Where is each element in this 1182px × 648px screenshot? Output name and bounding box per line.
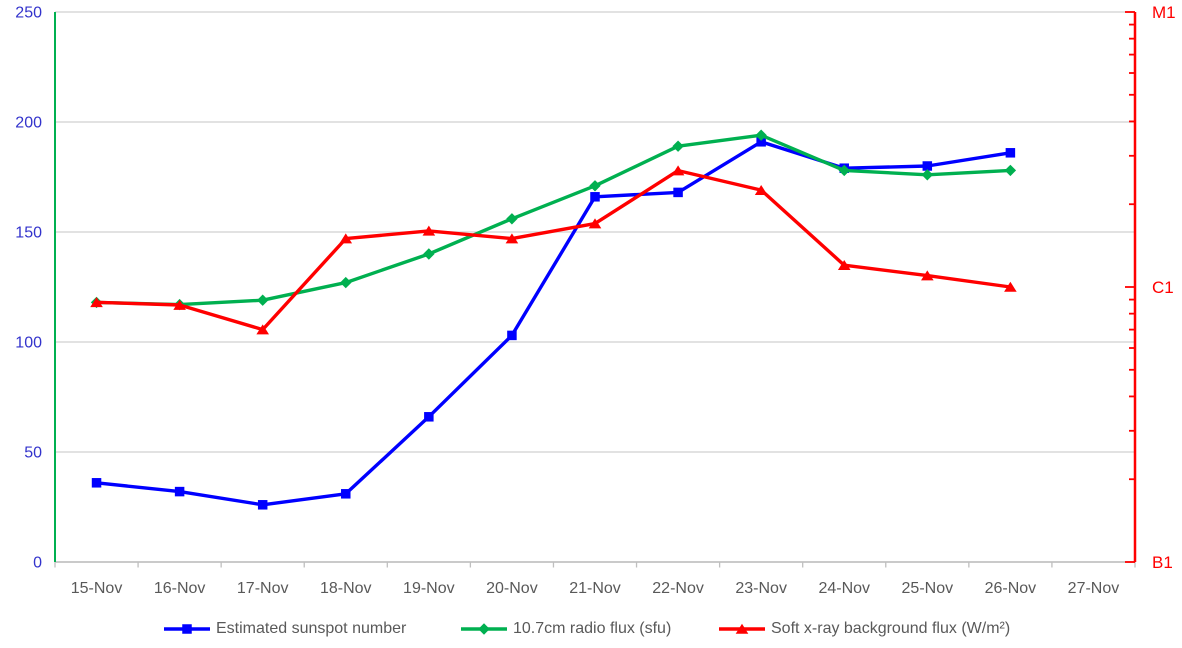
data-point-marker (91, 478, 102, 488)
series-line (94, 140, 1013, 507)
data-point-marker (339, 233, 353, 244)
series-line (94, 133, 1013, 307)
right-axis-tick-label: B1 (1152, 553, 1173, 572)
data-point-marker (173, 299, 186, 310)
data-point-marker (424, 412, 434, 422)
data-point-marker (1004, 281, 1017, 292)
data-point-marker (1005, 148, 1016, 158)
data-point-marker (506, 213, 518, 225)
data-point-marker (837, 260, 851, 271)
data-point-marker (423, 248, 435, 260)
data-point-marker (589, 180, 601, 192)
data-point-marker (256, 294, 269, 306)
x-axis-tick-label: 26-Nov (985, 580, 1037, 597)
x-axis-tick-label: 23-Nov (735, 580, 787, 597)
data-point-marker (755, 129, 767, 141)
x-axis-tick-label: 17-Nov (237, 580, 289, 597)
left-axis-tick-label: 0 (33, 555, 42, 572)
data-point-marker (507, 330, 517, 341)
data-point-marker (922, 161, 933, 171)
data-point-marker (256, 324, 269, 335)
data-point-marker (921, 270, 934, 281)
data-point-marker (257, 500, 268, 510)
data-point-marker (590, 192, 600, 202)
data-point-marker (1004, 164, 1017, 177)
data-point-marker (340, 276, 352, 289)
right-axis-tick-label: C1 (1152, 278, 1174, 297)
data-point-marker (422, 225, 436, 236)
x-axis-tick-label: 16-Nov (154, 580, 206, 597)
left-axis-tick-label: 50 (24, 445, 42, 462)
data-point-marker (341, 489, 351, 499)
right-axis-tick-label: M1 (1152, 3, 1176, 22)
series-triangle (90, 165, 1017, 335)
left-axis-tick-label: 100 (15, 335, 42, 352)
x-axis-tick-label: 22-Nov (652, 580, 704, 597)
left-axis-tick-label: 200 (15, 115, 42, 132)
data-point-marker (921, 169, 934, 181)
x-axis-tick-label: 24-Nov (818, 580, 870, 597)
series-diamond (90, 129, 1017, 311)
data-point-marker (673, 187, 683, 198)
data-point-marker (756, 137, 766, 147)
data-point-marker (505, 233, 519, 244)
x-axis-tick-label: 15-Nov (71, 580, 123, 597)
left-axis-tick-label: 150 (15, 225, 42, 242)
data-point-marker (671, 165, 685, 176)
data-point-marker (672, 140, 684, 152)
data-point-marker (588, 218, 602, 229)
x-axis-tick-label: 19-Nov (403, 580, 455, 597)
series-square (91, 137, 1016, 510)
series-line (94, 168, 1013, 332)
x-axis-tick-label: 20-Nov (486, 580, 538, 597)
data-point-marker (90, 297, 103, 308)
x-axis-tick-label: 18-Nov (320, 580, 372, 597)
left-axis-tick-label: 250 (15, 5, 42, 22)
x-axis-tick-label: 25-Nov (902, 580, 954, 597)
x-axis-tick-label: 21-Nov (569, 580, 621, 597)
data-point-marker (754, 184, 768, 195)
data-point-marker (174, 486, 185, 497)
data-point-marker (838, 164, 850, 177)
x-axis-tick-label: 27-Nov (1068, 580, 1120, 597)
